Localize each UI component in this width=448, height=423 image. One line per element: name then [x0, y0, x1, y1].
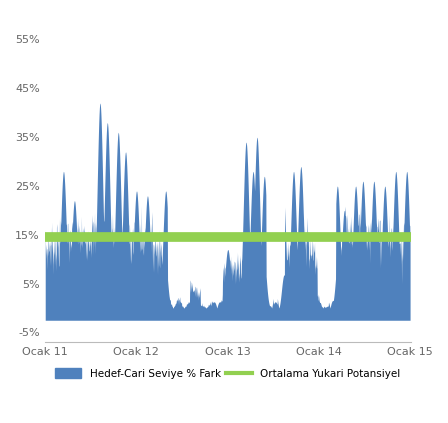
Legend: Hedef-Cari Seviye % Fark, Ortalama Yukari Potansiyel: Hedef-Cari Seviye % Fark, Ortalama Yukar…	[51, 364, 405, 383]
